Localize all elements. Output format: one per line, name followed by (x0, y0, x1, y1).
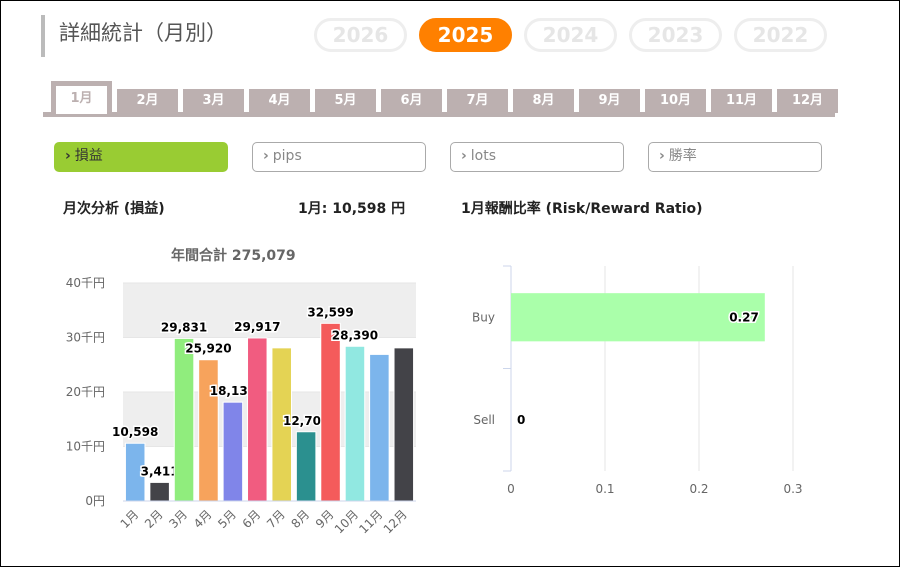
x-tick-label: 0.1 (595, 482, 614, 496)
band (123, 446, 416, 501)
x-tick-label: 12月 (381, 507, 410, 536)
month-tab-7[interactable]: 7月 (447, 89, 508, 113)
year-button-2024[interactable]: 2024 (524, 18, 617, 52)
band (123, 337, 416, 392)
month-tab-4[interactable]: 4月 (249, 89, 310, 113)
chevron-right-icon: › (659, 148, 665, 164)
x-tick-label: 8月 (288, 507, 312, 531)
month-tab-11[interactable]: 11月 (711, 89, 772, 113)
x-tick-label: 0 (507, 482, 515, 496)
bar-8月 (295, 431, 317, 502)
month-tab-9[interactable]: 9月 (579, 89, 640, 113)
month-value: 1月: 10,598 円 (298, 201, 406, 217)
x-tick-label: 7月 (264, 507, 288, 531)
x-tick-label: 10月 (332, 507, 361, 536)
y-tick-label: 10千円 (66, 440, 105, 454)
month-tab-8[interactable]: 8月 (513, 89, 574, 113)
month-tab-6[interactable]: 6月 (381, 89, 442, 113)
monthly-pnl-chart: 0円 10千円 20千円 30千円 40千円 10,598 1月 3,411 2月 29,831 3… (66, 276, 416, 536)
y-tick-label: 0円 (85, 494, 105, 508)
x-tick-label: 5月 (215, 507, 239, 531)
y-tick-label: 40千円 (66, 276, 105, 290)
month-tab-3[interactable]: 3月 (183, 89, 244, 113)
data-label: 12,706 (283, 414, 329, 428)
filter-label: lots (470, 148, 497, 164)
band (123, 392, 416, 447)
data-label: 10,598 (112, 425, 158, 439)
y-tick-label: 30千円 (66, 331, 105, 345)
chevron-right-icon: › (461, 148, 467, 164)
x-tick-label: 4月 (191, 507, 215, 531)
month-tab-5[interactable]: 5月 (315, 89, 376, 113)
filter-button-2[interactable]: › lots (450, 142, 624, 172)
page-title: 詳細統計（月別） (41, 15, 227, 57)
month-tab-12[interactable]: 12月 (777, 89, 838, 113)
filter-label: 勝率 (668, 148, 697, 164)
metric-filters: › 損益 › pips › lots › 勝率 (54, 142, 822, 172)
y-tick-label: 20千円 (66, 385, 105, 399)
data-label: 3,411 (141, 464, 179, 478)
year-button-2023[interactable]: 2023 (629, 18, 722, 52)
data-label: 0.27 (729, 310, 759, 324)
month-tab-10[interactable]: 10月 (645, 89, 706, 113)
x-tick-label: 11月 (356, 507, 385, 536)
band (123, 283, 416, 338)
x-tick-label: 1月 (118, 507, 142, 531)
year-selector: 2026 2025 2024 2023 2022 (314, 18, 827, 52)
bar-10月 (344, 345, 366, 502)
bar-9月 (320, 322, 341, 502)
data-label: 0 (517, 413, 525, 427)
data-label: 18,136 (210, 384, 256, 398)
year-button-2025[interactable]: 2025 (419, 18, 512, 52)
data-label: 32,599 (307, 305, 353, 319)
annual-total: 年間合計 275,079 (171, 248, 296, 264)
bar-2月 (149, 481, 170, 502)
filter-button-0[interactable]: › 損益 (54, 142, 228, 172)
bar-3月 (173, 337, 195, 502)
month-tab-2[interactable]: 2月 (117, 89, 178, 113)
filter-label: pips (272, 148, 302, 164)
bar-11月 (369, 353, 390, 502)
data-label: 28,390 (332, 328, 378, 342)
data-label: 29,917 (234, 320, 280, 334)
bar-6月 (247, 337, 268, 502)
chevron-right-icon: › (263, 148, 269, 164)
month-tabs: 1月 2月 3月 4月 5月 6月 7月 8月 9月 10月 11月 12月 (43, 81, 838, 117)
x-tick-label: 0.2 (689, 482, 708, 496)
month-tab-1[interactable]: 1月 (51, 81, 112, 114)
year-button-2022[interactable]: 2022 (734, 18, 827, 52)
bar-4月 (198, 359, 219, 502)
bar-Buy (511, 293, 765, 342)
x-tick-label: 0.3 (783, 482, 802, 496)
rr-ratio-chart: 0 0.1 0.2 0.3 Buy 0.27 Sell 0 (472, 265, 803, 496)
data-label: 29,831 (161, 320, 207, 334)
year-button-2026[interactable]: 2026 (314, 18, 407, 52)
y-tick-label: Buy (472, 310, 495, 324)
x-tick-label: 6月 (240, 507, 264, 531)
monthly-analysis-heading: 月次分析 (損益) (63, 201, 165, 217)
x-tick-label: 3月 (166, 507, 190, 531)
filter-label: 損益 (74, 148, 103, 164)
filter-button-1[interactable]: › pips (252, 142, 426, 172)
filter-button-3[interactable]: › 勝率 (648, 142, 822, 172)
bar-12月 (393, 347, 415, 502)
bar-5月 (222, 401, 244, 502)
rr-ratio-heading: 1月報酬比率 (Risk/Reward Ratio) (461, 201, 703, 217)
x-tick-label: 2月 (142, 507, 166, 531)
data-label: 25,920 (185, 342, 231, 356)
chevron-right-icon: › (65, 148, 71, 164)
y-tick-label: Sell (473, 413, 495, 427)
